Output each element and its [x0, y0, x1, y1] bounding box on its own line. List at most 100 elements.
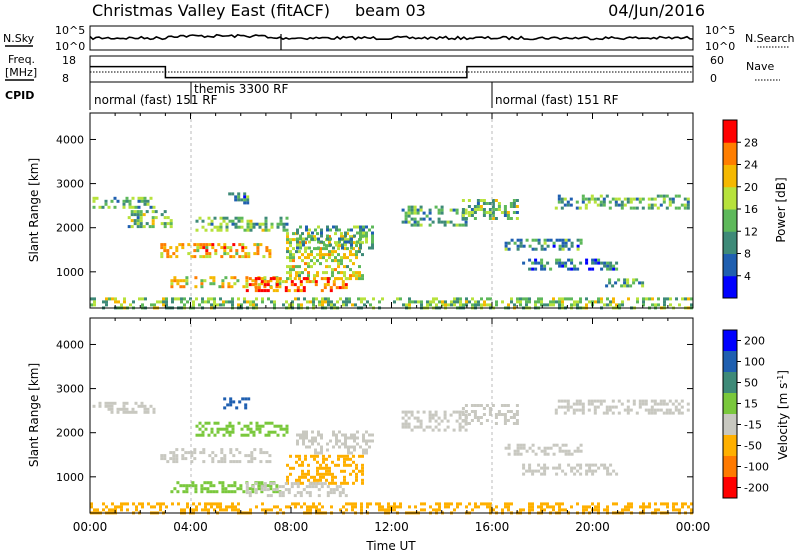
- data-cell: [214, 252, 218, 256]
- data-cell: [343, 274, 346, 278]
- data-cell: [576, 502, 579, 506]
- data-cell: [253, 243, 257, 247]
- data-cell: [662, 411, 666, 415]
- data-cell: [408, 300, 411, 304]
- data-cell: [387, 508, 390, 512]
- data-cell: [564, 264, 568, 268]
- data-cell: [246, 219, 250, 223]
- data-cell: [322, 457, 325, 461]
- colorbar-tick-label: -50: [744, 440, 762, 453]
- data-cell: [192, 300, 195, 304]
- data-cell: [194, 487, 198, 491]
- data-cell: [497, 205, 501, 208]
- data-cell: [564, 443, 568, 447]
- data-cell: [90, 303, 93, 307]
- data-cell: [346, 247, 349, 251]
- data-cell: [289, 265, 292, 269]
- data-cell: [623, 197, 627, 201]
- data-cell: [117, 505, 120, 509]
- data-cell: [308, 482, 312, 486]
- data-cell: [431, 220, 435, 224]
- data-cell: [663, 297, 666, 301]
- data-cell: [470, 208, 474, 211]
- data-cell: [494, 422, 498, 425]
- data-cell: [136, 222, 140, 226]
- data-cell: [468, 502, 471, 506]
- data-cell: [576, 267, 580, 271]
- data-cell: [230, 285, 234, 289]
- data-cell: [289, 238, 292, 242]
- data-cell: [151, 222, 155, 226]
- data-cell: [154, 216, 158, 220]
- data-cell: [175, 457, 179, 461]
- data-cell: [286, 271, 289, 275]
- figure-title: Christmas Valley East (fitACF): [92, 1, 330, 20]
- data-cell: [326, 494, 330, 498]
- data-cell: [419, 422, 423, 426]
- data-cell: [587, 402, 591, 406]
- data-cell: [578, 399, 582, 403]
- data-cell: [240, 198, 244, 202]
- data-cell: [295, 271, 298, 275]
- data-cell: [143, 199, 147, 203]
- x-tick-label: 12:00: [374, 520, 409, 534]
- data-cell: [317, 246, 320, 250]
- data-cell: [325, 271, 328, 275]
- colorbar-segment: [723, 142, 737, 165]
- data-cell: [183, 297, 186, 301]
- data-cell: [650, 203, 654, 207]
- data-cell: [573, 267, 577, 271]
- data-cell: [455, 208, 459, 212]
- data-cell: [528, 508, 531, 512]
- data-cell: [485, 419, 489, 422]
- data-cell: [582, 508, 585, 512]
- data-cell: [231, 427, 235, 431]
- data-cell: [438, 502, 441, 506]
- data-cell: [349, 274, 352, 278]
- data-cell: [361, 277, 364, 281]
- data-cell: [588, 463, 592, 467]
- data-cell: [163, 210, 167, 214]
- data-cell: [537, 300, 540, 304]
- data-cell: [363, 303, 366, 307]
- data-cell: [552, 241, 556, 245]
- data-cell: [555, 472, 559, 476]
- data-cell: [221, 487, 225, 491]
- data-cell: [401, 422, 405, 426]
- data-cell: [205, 243, 209, 247]
- data-cell: [244, 406, 248, 410]
- data-cell: [281, 280, 285, 284]
- data-cell: [222, 508, 225, 512]
- data-cell: [275, 277, 279, 281]
- data-cell: [229, 451, 233, 455]
- data-cell: [428, 410, 432, 414]
- data-cell: [552, 508, 555, 512]
- data-cell: [476, 202, 480, 205]
- data-cell: [585, 505, 588, 509]
- data-cell: [293, 494, 297, 498]
- data-cell: [225, 216, 229, 220]
- data-cell: [278, 282, 282, 286]
- data-cell: [413, 416, 417, 420]
- data-cell: [93, 303, 96, 307]
- data-cell: [302, 430, 305, 434]
- data-cell: [248, 277, 252, 281]
- data-cell: [543, 463, 547, 467]
- data-cell: [243, 300, 246, 304]
- data-cell: [147, 502, 150, 506]
- data-cell: [185, 487, 189, 491]
- data-cell: [313, 262, 316, 266]
- data-cell: [350, 246, 353, 250]
- data-cell: [305, 491, 309, 495]
- data-cell: [311, 436, 314, 440]
- data-cell: [330, 300, 333, 304]
- data-cell: [362, 433, 365, 437]
- data-cell: [220, 246, 224, 250]
- data-cell: [208, 255, 212, 259]
- data-cell: [552, 466, 556, 470]
- data-cell: [570, 452, 574, 456]
- data-cell: [201, 433, 205, 437]
- colorbar-tick-label: 200: [744, 335, 765, 348]
- data-cell: [258, 225, 262, 229]
- data-cell: [320, 482, 324, 486]
